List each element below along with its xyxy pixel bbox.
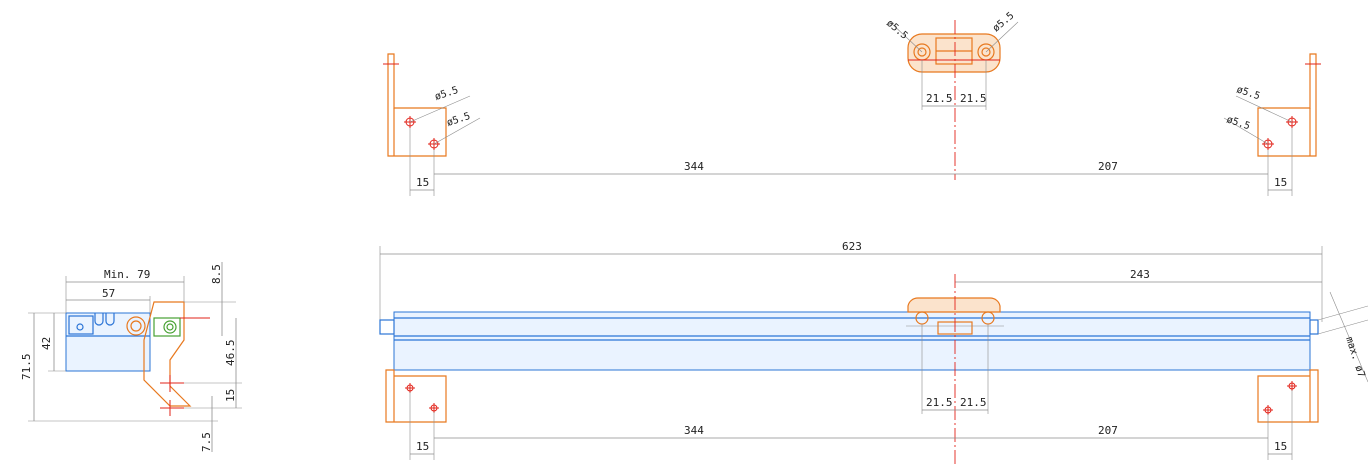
dim-top-21-5-b: 21.5 bbox=[960, 92, 987, 105]
dim-side-8-5: 8.5 bbox=[210, 264, 223, 284]
front-right-bracket bbox=[1257, 369, 1319, 423]
dim-top-21-5-a: 21.5 bbox=[926, 92, 953, 105]
top-left-bracket bbox=[387, 53, 447, 157]
dim-bottom-15-left: 15 bbox=[416, 440, 429, 453]
dim-main-243: 243 bbox=[1130, 268, 1150, 281]
dim-side-42: 42 bbox=[40, 337, 53, 350]
dim-main-21-5-b: 21.5 bbox=[960, 396, 987, 409]
side-view: Min. 79 57 8.5 42 71.5 46.5 15 7.5 bbox=[20, 262, 242, 452]
front-center-bracket bbox=[907, 297, 1001, 313]
dim-side-7-5: 7.5 bbox=[200, 432, 213, 452]
side-bracket bbox=[143, 301, 192, 407]
dim-overall-623: 623 bbox=[842, 240, 862, 253]
dim-top-15-left: 15 bbox=[416, 176, 429, 189]
dim-side-min79: Min. 79 bbox=[104, 268, 150, 281]
dim-max-7: max. ø7 bbox=[1343, 336, 1366, 379]
dim-side-57: 57 bbox=[102, 287, 115, 300]
front-left-bracket bbox=[385, 369, 447, 423]
dim-top-207: 207 bbox=[1098, 160, 1118, 173]
dim-bottom-207: 207 bbox=[1098, 424, 1118, 437]
dim-top-344: 344 bbox=[684, 160, 704, 173]
top-center-bracket bbox=[907, 33, 1001, 73]
side-link bbox=[153, 317, 181, 337]
dim-top-hole-2: ø5.5 bbox=[446, 111, 472, 129]
dim-top-hole-4: ø5.5 bbox=[991, 10, 1017, 34]
dim-top-hole-6: ø5.5 bbox=[1225, 114, 1251, 132]
dim-top-15-right: 15 bbox=[1274, 176, 1287, 189]
dim-side-71-5: 71.5 bbox=[20, 354, 33, 381]
dim-side-46-5: 46.5 bbox=[224, 340, 237, 367]
dim-main-21-5-a: 21.5 bbox=[926, 396, 953, 409]
dim-bottom-344: 344 bbox=[684, 424, 704, 437]
dim-side-15: 15 bbox=[224, 389, 237, 402]
front-view: 623 243 max. ø7 21.5 21.5 bbox=[379, 240, 1368, 466]
front-actuator-body bbox=[393, 311, 1311, 371]
top-view: ø5.5 ø5.5 ø5.5 ø5.5 21.5 21.5 ø5.5 ø5.5 bbox=[383, 10, 1321, 196]
side-actuator-body bbox=[65, 312, 151, 372]
dim-top-hole-1: ø5.5 bbox=[434, 85, 460, 103]
dim-top-hole-5: ø5.5 bbox=[1235, 84, 1261, 102]
cable bbox=[1317, 305, 1368, 335]
dim-bottom-15-right: 15 bbox=[1274, 440, 1287, 453]
dim-top-hole-3: ø5.5 bbox=[884, 18, 910, 42]
